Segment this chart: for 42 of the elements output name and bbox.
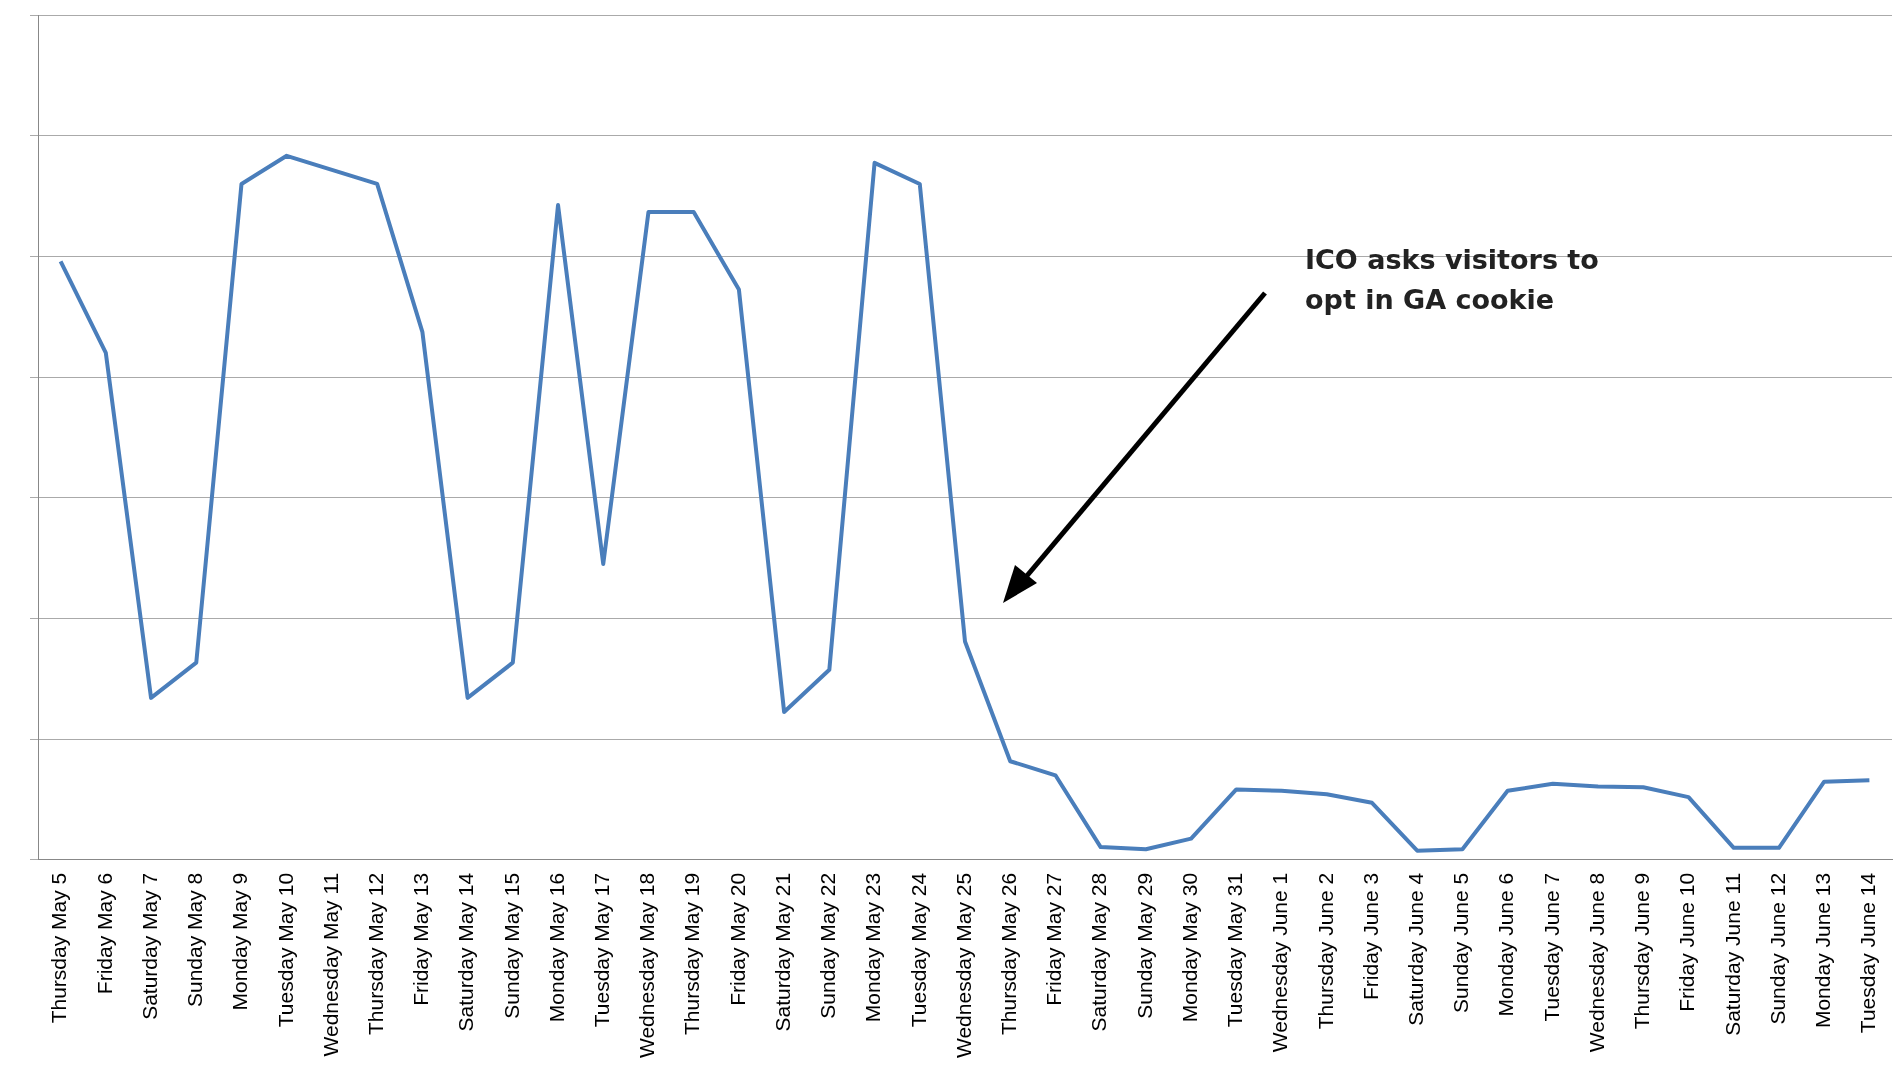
x-tick-label: Monday May 23	[861, 872, 885, 1023]
x-tick-label: Thursday May 5	[47, 872, 71, 1024]
x-tick-label: Sunday May 22	[816, 872, 840, 1019]
x-tick-label: Monday May 9	[228, 872, 252, 1011]
x-tick-label: Tuesday May 31	[1223, 872, 1247, 1028]
x-tick-label: Monday June 13	[1810, 872, 1834, 1029]
x-tick-label: Friday May 20	[725, 872, 749, 1006]
x-tick-label: Wednesday May 11	[318, 872, 342, 1057]
x-tick-label: Friday June 3	[1358, 872, 1382, 1001]
x-tick-label: Tuesday May 24	[906, 872, 930, 1028]
x-tick-label: Monday May 16	[544, 872, 568, 1023]
x-tick-label: Saturday May 28	[1087, 872, 1111, 1032]
x-tick-label: Friday June 10	[1675, 872, 1699, 1012]
x-tick-label: Thursday May 19	[680, 872, 704, 1036]
x-tick-label: Monday June 6	[1494, 872, 1518, 1017]
x-tick-label: Thursday June 9	[1630, 872, 1654, 1030]
x-tick-label: Wednesday June 8	[1584, 872, 1608, 1053]
x-tick-label: Saturday May 7	[137, 872, 161, 1020]
x-tick-label: Sunday May 29	[1132, 872, 1156, 1019]
annotation: ICO asks visitors to opt in GA cookie	[1305, 243, 1600, 317]
x-tick-label: Wednesday May 25	[951, 872, 975, 1058]
x-tick-label: Tuesday May 17	[590, 872, 614, 1028]
x-tick-label: Saturday May 21	[770, 872, 794, 1032]
x-tick-label: Tuesday June 7	[1539, 872, 1563, 1022]
x-tick-label: Saturday June 11	[1720, 872, 1744, 1036]
x-tick-label: Thursday June 2	[1313, 872, 1337, 1030]
x-tick-label: Saturday June 4	[1403, 872, 1427, 1026]
x-tick-label: Wednesday June 1	[1268, 872, 1292, 1053]
x-tick-label: Tuesday May 10	[273, 872, 297, 1028]
x-tick-label: Sunday June 12	[1765, 872, 1789, 1025]
x-tick-label: Tuesday June 14	[1856, 872, 1880, 1034]
x-tick-label: Wednesday May 18	[635, 872, 659, 1058]
x-tick-label: Monday May 30	[1177, 872, 1201, 1023]
x-tick-label: Sunday May 15	[499, 872, 523, 1019]
x-tick-label: Thursday May 26	[997, 872, 1021, 1036]
x-tick-label: Saturday May 14	[454, 872, 478, 1032]
x-tick-label: Friday May 13	[409, 872, 433, 1006]
x-tick-label: Sunday May 8	[183, 872, 207, 1008]
x-tick-label: Friday May 27	[1042, 872, 1066, 1006]
x-tick-label: Friday May 6	[92, 872, 116, 995]
x-tick-label: Sunday June 5	[1449, 872, 1473, 1013]
x-tick-label: Thursday May 12	[363, 872, 387, 1036]
